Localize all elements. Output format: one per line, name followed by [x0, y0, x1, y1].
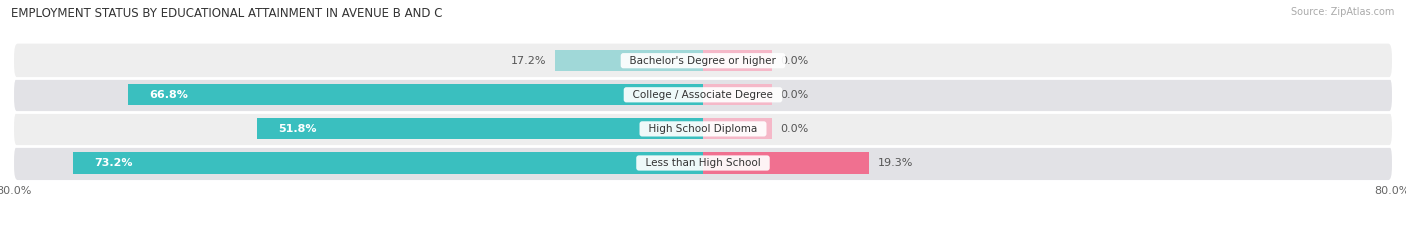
Bar — [555, 50, 703, 71]
Text: 0.0%: 0.0% — [780, 124, 808, 134]
Bar — [73, 152, 703, 174]
FancyBboxPatch shape — [14, 78, 1392, 112]
Text: 17.2%: 17.2% — [510, 56, 547, 66]
Text: College / Associate Degree: College / Associate Degree — [626, 90, 780, 100]
FancyBboxPatch shape — [14, 44, 1392, 78]
Bar — [703, 118, 772, 140]
Text: 19.3%: 19.3% — [877, 158, 912, 168]
Text: EMPLOYMENT STATUS BY EDUCATIONAL ATTAINMENT IN AVENUE B AND C: EMPLOYMENT STATUS BY EDUCATIONAL ATTAINM… — [11, 7, 443, 20]
Bar — [703, 84, 772, 105]
FancyBboxPatch shape — [14, 112, 1392, 146]
Bar — [128, 84, 703, 105]
Text: Less than High School: Less than High School — [638, 158, 768, 168]
Text: 73.2%: 73.2% — [94, 158, 132, 168]
Bar — [703, 50, 772, 71]
Text: 66.8%: 66.8% — [149, 90, 188, 100]
Bar — [703, 152, 869, 174]
Bar — [257, 118, 703, 140]
Text: 0.0%: 0.0% — [780, 56, 808, 66]
Text: 51.8%: 51.8% — [278, 124, 316, 134]
Text: Bachelor's Degree or higher: Bachelor's Degree or higher — [623, 56, 783, 66]
Text: Source: ZipAtlas.com: Source: ZipAtlas.com — [1291, 7, 1395, 17]
Text: High School Diploma: High School Diploma — [643, 124, 763, 134]
FancyBboxPatch shape — [14, 146, 1392, 180]
Text: 0.0%: 0.0% — [780, 90, 808, 100]
